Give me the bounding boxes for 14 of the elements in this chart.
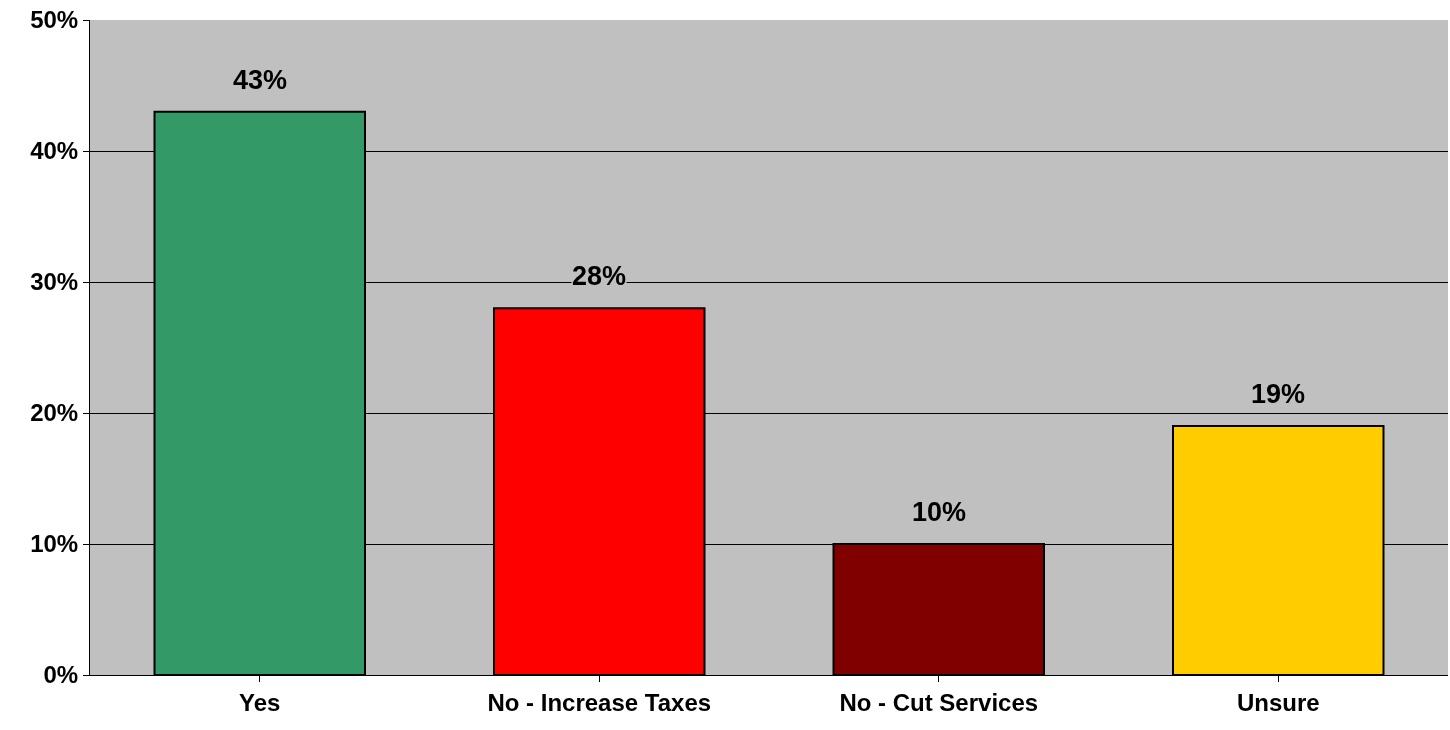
x-tick-label: No - Increase Taxes: [487, 688, 712, 716]
x-tick-label: No - Cut Services: [839, 688, 1039, 716]
data-label: 43%: [233, 65, 288, 95]
data-label: 10%: [912, 497, 967, 527]
y-tick-label: 10%: [30, 530, 79, 558]
y-tick-label: 0%: [43, 661, 79, 689]
data-label: 19%: [1251, 379, 1306, 409]
y-tick-label: 20%: [30, 399, 79, 427]
y-tick-label: 30%: [30, 268, 79, 296]
x-tick-label: Unsure: [1236, 688, 1320, 716]
data-label: 28%: [572, 261, 627, 291]
y-tick-label: 50%: [30, 6, 79, 34]
x-tick-label: Yes: [239, 688, 281, 716]
y-tick-label: 40%: [30, 137, 79, 165]
